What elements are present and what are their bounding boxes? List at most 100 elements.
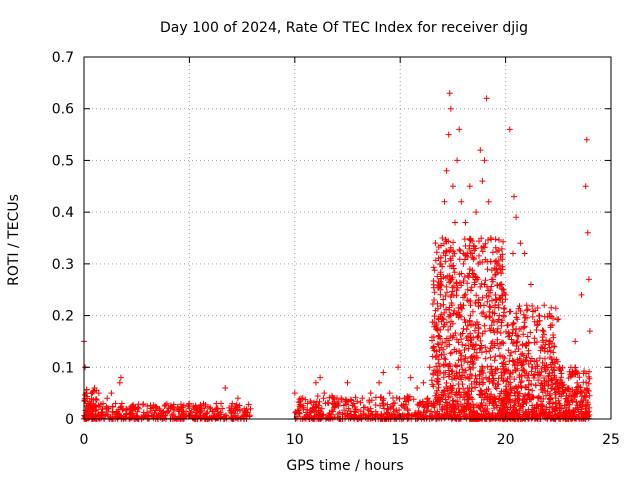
data-point <box>514 338 521 345</box>
data-point <box>437 269 444 276</box>
data-point <box>498 245 505 252</box>
data-point <box>583 411 590 418</box>
data-point <box>464 280 471 287</box>
data-point <box>516 355 523 362</box>
data-point <box>410 396 417 403</box>
data-point <box>538 365 545 372</box>
data-point <box>547 395 554 402</box>
data-point <box>508 411 515 418</box>
data-point <box>326 410 333 417</box>
data-point <box>130 410 137 417</box>
data-point <box>507 352 513 359</box>
data-point <box>233 414 240 421</box>
data-point <box>493 297 499 303</box>
data-point <box>490 380 497 387</box>
data-point <box>572 338 579 345</box>
data-point <box>519 361 526 368</box>
data-point <box>553 356 560 363</box>
data-point <box>494 318 501 325</box>
data-point <box>576 412 582 418</box>
data-point <box>475 321 482 328</box>
data-point <box>401 395 408 402</box>
data-point <box>582 183 589 190</box>
data-point <box>432 240 439 247</box>
data-point <box>497 330 504 336</box>
data-point <box>507 385 514 392</box>
data-point <box>154 405 161 412</box>
data-point <box>509 369 516 376</box>
data-point <box>504 322 511 329</box>
data-point <box>477 345 484 352</box>
data-point <box>481 281 488 288</box>
data-point <box>457 350 464 356</box>
data-point <box>148 412 155 419</box>
data-point <box>302 396 309 403</box>
data-point <box>320 411 327 418</box>
data-point <box>435 381 442 388</box>
data-point <box>123 405 130 412</box>
data-point <box>473 209 480 216</box>
data-point <box>544 364 551 371</box>
data-point <box>90 402 97 409</box>
data-point <box>450 382 457 389</box>
data-point <box>494 269 501 276</box>
data-point <box>573 398 580 405</box>
data-point <box>456 256 463 263</box>
data-point <box>133 414 140 421</box>
data-point <box>441 309 448 316</box>
data-point <box>445 326 452 333</box>
data-point <box>578 393 585 400</box>
data-point <box>499 339 506 346</box>
data-point <box>434 273 441 280</box>
data-point <box>484 298 491 305</box>
x-tick-label: 0 <box>80 432 89 448</box>
data-point <box>583 397 589 404</box>
data-point <box>461 256 468 263</box>
data-point <box>458 352 465 359</box>
data-point <box>551 364 558 371</box>
data-point <box>297 398 304 405</box>
data-point <box>498 360 505 367</box>
data-point <box>306 410 313 416</box>
data-point <box>447 311 454 318</box>
data-point <box>484 394 490 401</box>
data-point <box>558 393 565 400</box>
data-point <box>245 401 252 408</box>
data-point <box>485 375 492 382</box>
data-point <box>508 336 515 343</box>
data-point <box>500 340 507 347</box>
data-point <box>530 409 536 415</box>
data-point <box>448 368 455 375</box>
data-point <box>321 390 328 397</box>
data-point <box>433 363 440 370</box>
data-point <box>534 362 541 368</box>
data-point <box>435 332 442 339</box>
data-point <box>430 371 437 378</box>
data-point <box>304 400 311 407</box>
data-point <box>489 338 496 345</box>
data-point <box>457 301 464 308</box>
data-point <box>446 401 453 407</box>
data-point <box>112 400 119 407</box>
data-point <box>525 406 532 413</box>
data-point <box>512 367 519 374</box>
data-point <box>519 341 526 348</box>
data-point <box>460 278 467 284</box>
data-point <box>504 406 511 413</box>
data-point <box>580 370 587 377</box>
data-point <box>140 413 147 420</box>
y-tick-label: 0.6 <box>52 102 74 118</box>
data-point <box>435 341 442 348</box>
data-point <box>428 408 435 415</box>
data-point <box>548 385 555 392</box>
data-point <box>207 405 214 412</box>
data-point <box>186 403 193 410</box>
data-point <box>494 260 501 267</box>
data-point <box>485 410 492 417</box>
data-point <box>377 402 384 409</box>
data-point <box>518 373 525 380</box>
data-point <box>330 408 336 415</box>
data-point <box>550 399 556 406</box>
data-point <box>477 283 484 290</box>
